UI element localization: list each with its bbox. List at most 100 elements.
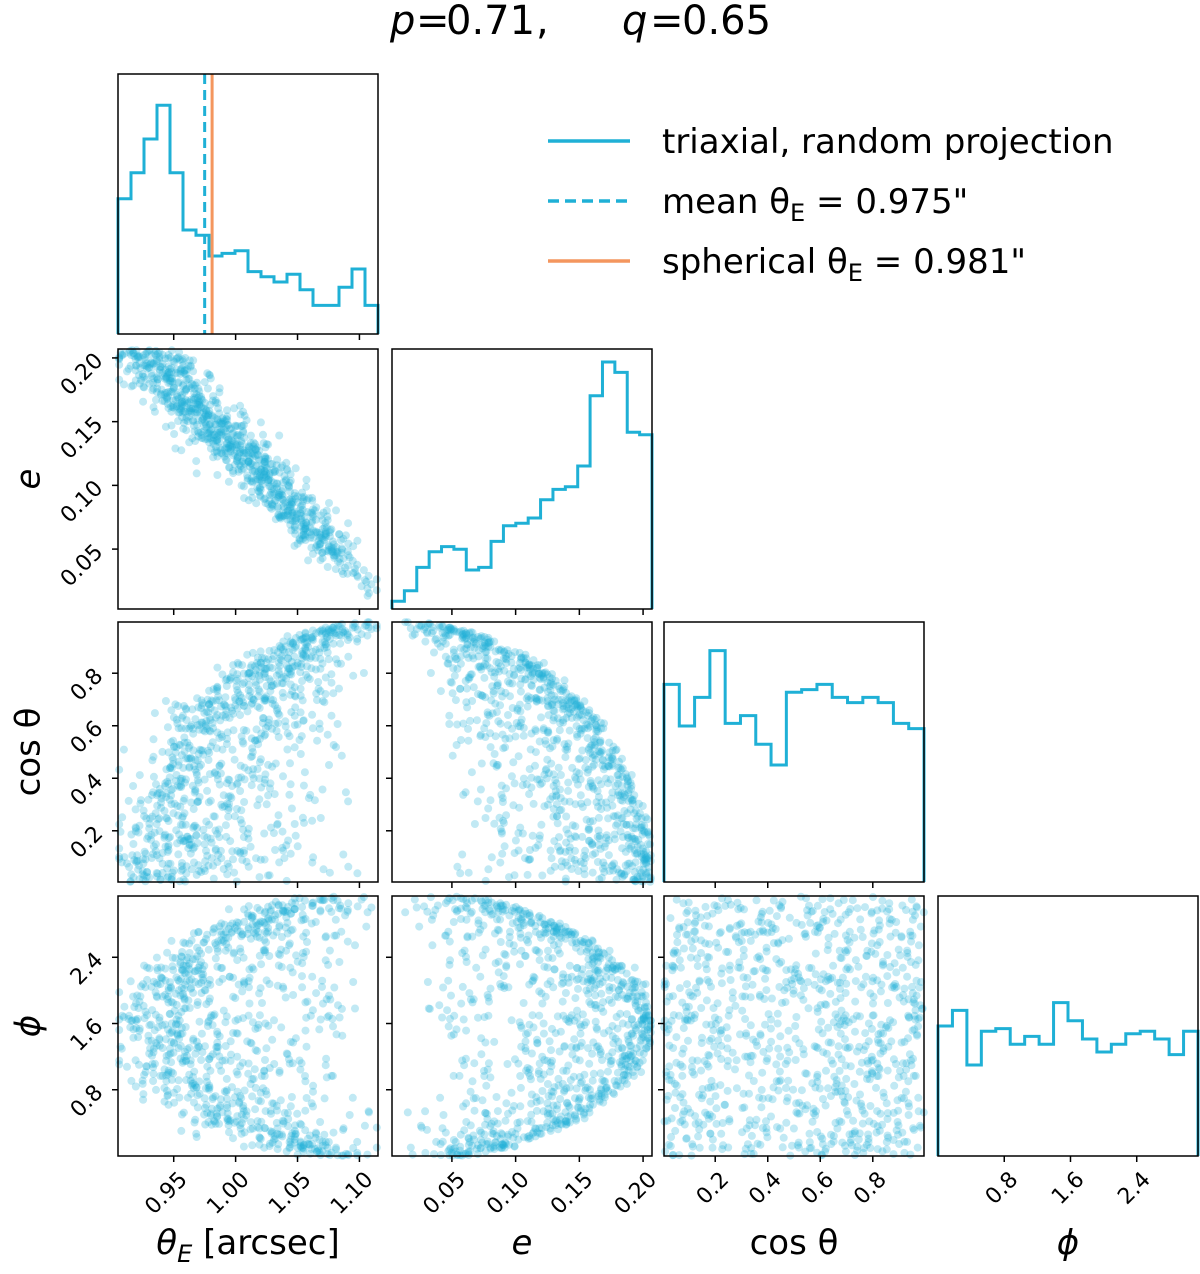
data-point xyxy=(452,741,461,749)
data-point xyxy=(869,999,877,1008)
data-point xyxy=(576,857,585,866)
data-point xyxy=(353,1137,362,1146)
data-point xyxy=(526,665,534,674)
data-point xyxy=(172,402,181,411)
data-point xyxy=(308,899,317,908)
data-point xyxy=(220,701,229,709)
data-point xyxy=(344,899,353,908)
data-point xyxy=(254,692,263,701)
data-point xyxy=(189,805,198,814)
data-point xyxy=(240,459,249,468)
data-point xyxy=(204,1118,213,1126)
data-point xyxy=(172,771,181,779)
data-point xyxy=(431,906,440,914)
data-point xyxy=(201,722,210,731)
data-point xyxy=(279,693,288,702)
data-point xyxy=(630,868,639,876)
data-point xyxy=(300,493,308,502)
data-point xyxy=(337,631,346,640)
data-point xyxy=(178,413,186,422)
data-point xyxy=(180,809,189,818)
data-point xyxy=(130,856,139,864)
data-point xyxy=(272,1118,281,1127)
data-point xyxy=(298,654,306,663)
data-point xyxy=(181,778,189,787)
data-point xyxy=(584,955,593,964)
data-point xyxy=(253,653,262,662)
data-point xyxy=(280,472,289,480)
data-point xyxy=(179,361,188,370)
data-point xyxy=(621,1070,630,1079)
data-point xyxy=(601,762,610,771)
data-point xyxy=(456,684,465,693)
data-point xyxy=(177,713,186,722)
data-point xyxy=(213,683,222,692)
data-point xyxy=(251,736,260,745)
data-point xyxy=(594,776,603,785)
data-point xyxy=(170,742,178,751)
data-point xyxy=(289,638,298,647)
data-point xyxy=(303,496,311,505)
data-point xyxy=(318,516,327,525)
data-point xyxy=(167,402,175,411)
data-point xyxy=(240,1128,249,1137)
data-point xyxy=(230,812,239,821)
data-point xyxy=(200,422,209,431)
data-point xyxy=(158,369,167,377)
data-point xyxy=(295,536,304,544)
data-point xyxy=(187,384,196,393)
data-point xyxy=(571,822,580,831)
data-point xyxy=(638,802,647,810)
data-point xyxy=(215,825,223,834)
data-point xyxy=(546,1124,555,1133)
data-point xyxy=(115,375,124,384)
data-point xyxy=(211,826,220,835)
data-point xyxy=(282,458,291,467)
data-point xyxy=(223,406,231,415)
data-point xyxy=(805,1129,814,1138)
data-point xyxy=(311,653,320,662)
data-point xyxy=(149,384,158,393)
data-point xyxy=(151,840,160,849)
data-point xyxy=(234,773,243,782)
data-point xyxy=(309,1087,317,1096)
data-point xyxy=(260,458,269,467)
data-point xyxy=(643,1033,652,1042)
data-point xyxy=(253,471,262,480)
data-point xyxy=(325,528,334,537)
histogram-e xyxy=(390,360,654,609)
data-point xyxy=(277,963,286,971)
data-point xyxy=(182,385,191,394)
data-point xyxy=(307,1099,316,1108)
data-point xyxy=(164,983,173,992)
data-point xyxy=(286,963,295,972)
data-point xyxy=(268,484,276,493)
data-point xyxy=(181,395,190,404)
data-point xyxy=(213,428,222,437)
data-point xyxy=(519,731,528,740)
data-point xyxy=(176,781,185,790)
data-point xyxy=(187,1081,196,1090)
data-point xyxy=(175,830,184,839)
data-point xyxy=(517,1023,526,1032)
data-point xyxy=(543,800,552,809)
data-point xyxy=(590,760,598,769)
data-point xyxy=(543,694,552,703)
data-point xyxy=(527,1090,536,1099)
data-point xyxy=(164,846,173,854)
data-point xyxy=(260,470,269,479)
data-point xyxy=(275,711,284,719)
data-point xyxy=(160,390,169,399)
data-point xyxy=(259,439,268,448)
data-point xyxy=(236,849,245,858)
data-point xyxy=(195,401,204,410)
data-point xyxy=(205,438,214,447)
data-point xyxy=(618,796,627,805)
data-point xyxy=(328,628,337,637)
data-point xyxy=(287,898,296,907)
data-point xyxy=(193,776,202,785)
data-point xyxy=(291,515,300,524)
data-point xyxy=(452,907,461,916)
data-point xyxy=(523,870,532,879)
data-point xyxy=(167,706,176,715)
